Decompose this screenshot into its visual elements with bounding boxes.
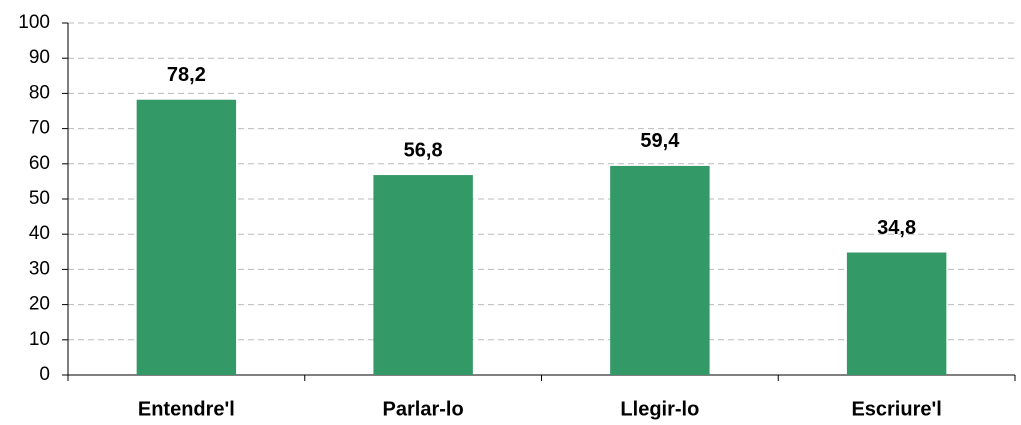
value-label: 56,8	[404, 139, 443, 161]
y-tick-label: 100	[18, 12, 50, 33]
bar	[610, 165, 710, 375]
value-label: 78,2	[167, 64, 206, 86]
value-label: 59,4	[640, 130, 680, 152]
x-tick-label: Entendre'l	[138, 398, 235, 420]
y-tick-label: 50	[29, 188, 50, 209]
y-tick-label: 20	[29, 294, 50, 315]
x-tick-label: Llegir-lo	[620, 398, 699, 420]
y-tick-label: 40	[29, 223, 50, 244]
y-tick-label: 80	[29, 82, 50, 103]
bar	[373, 175, 473, 375]
x-tick-label: Parlar-lo	[383, 398, 464, 420]
y-tick-label: 60	[29, 153, 50, 174]
x-tick-label: Escriure'l	[851, 398, 941, 420]
y-tick-label: 30	[29, 258, 50, 279]
bar	[136, 99, 237, 376]
y-tick-label: 0	[39, 364, 50, 385]
value-label: 34,8	[877, 217, 916, 239]
y-tick-label: 90	[29, 47, 50, 68]
bar	[846, 252, 947, 375]
y-tick-label: 70	[29, 118, 50, 139]
y-tick-label: 10	[29, 329, 50, 350]
